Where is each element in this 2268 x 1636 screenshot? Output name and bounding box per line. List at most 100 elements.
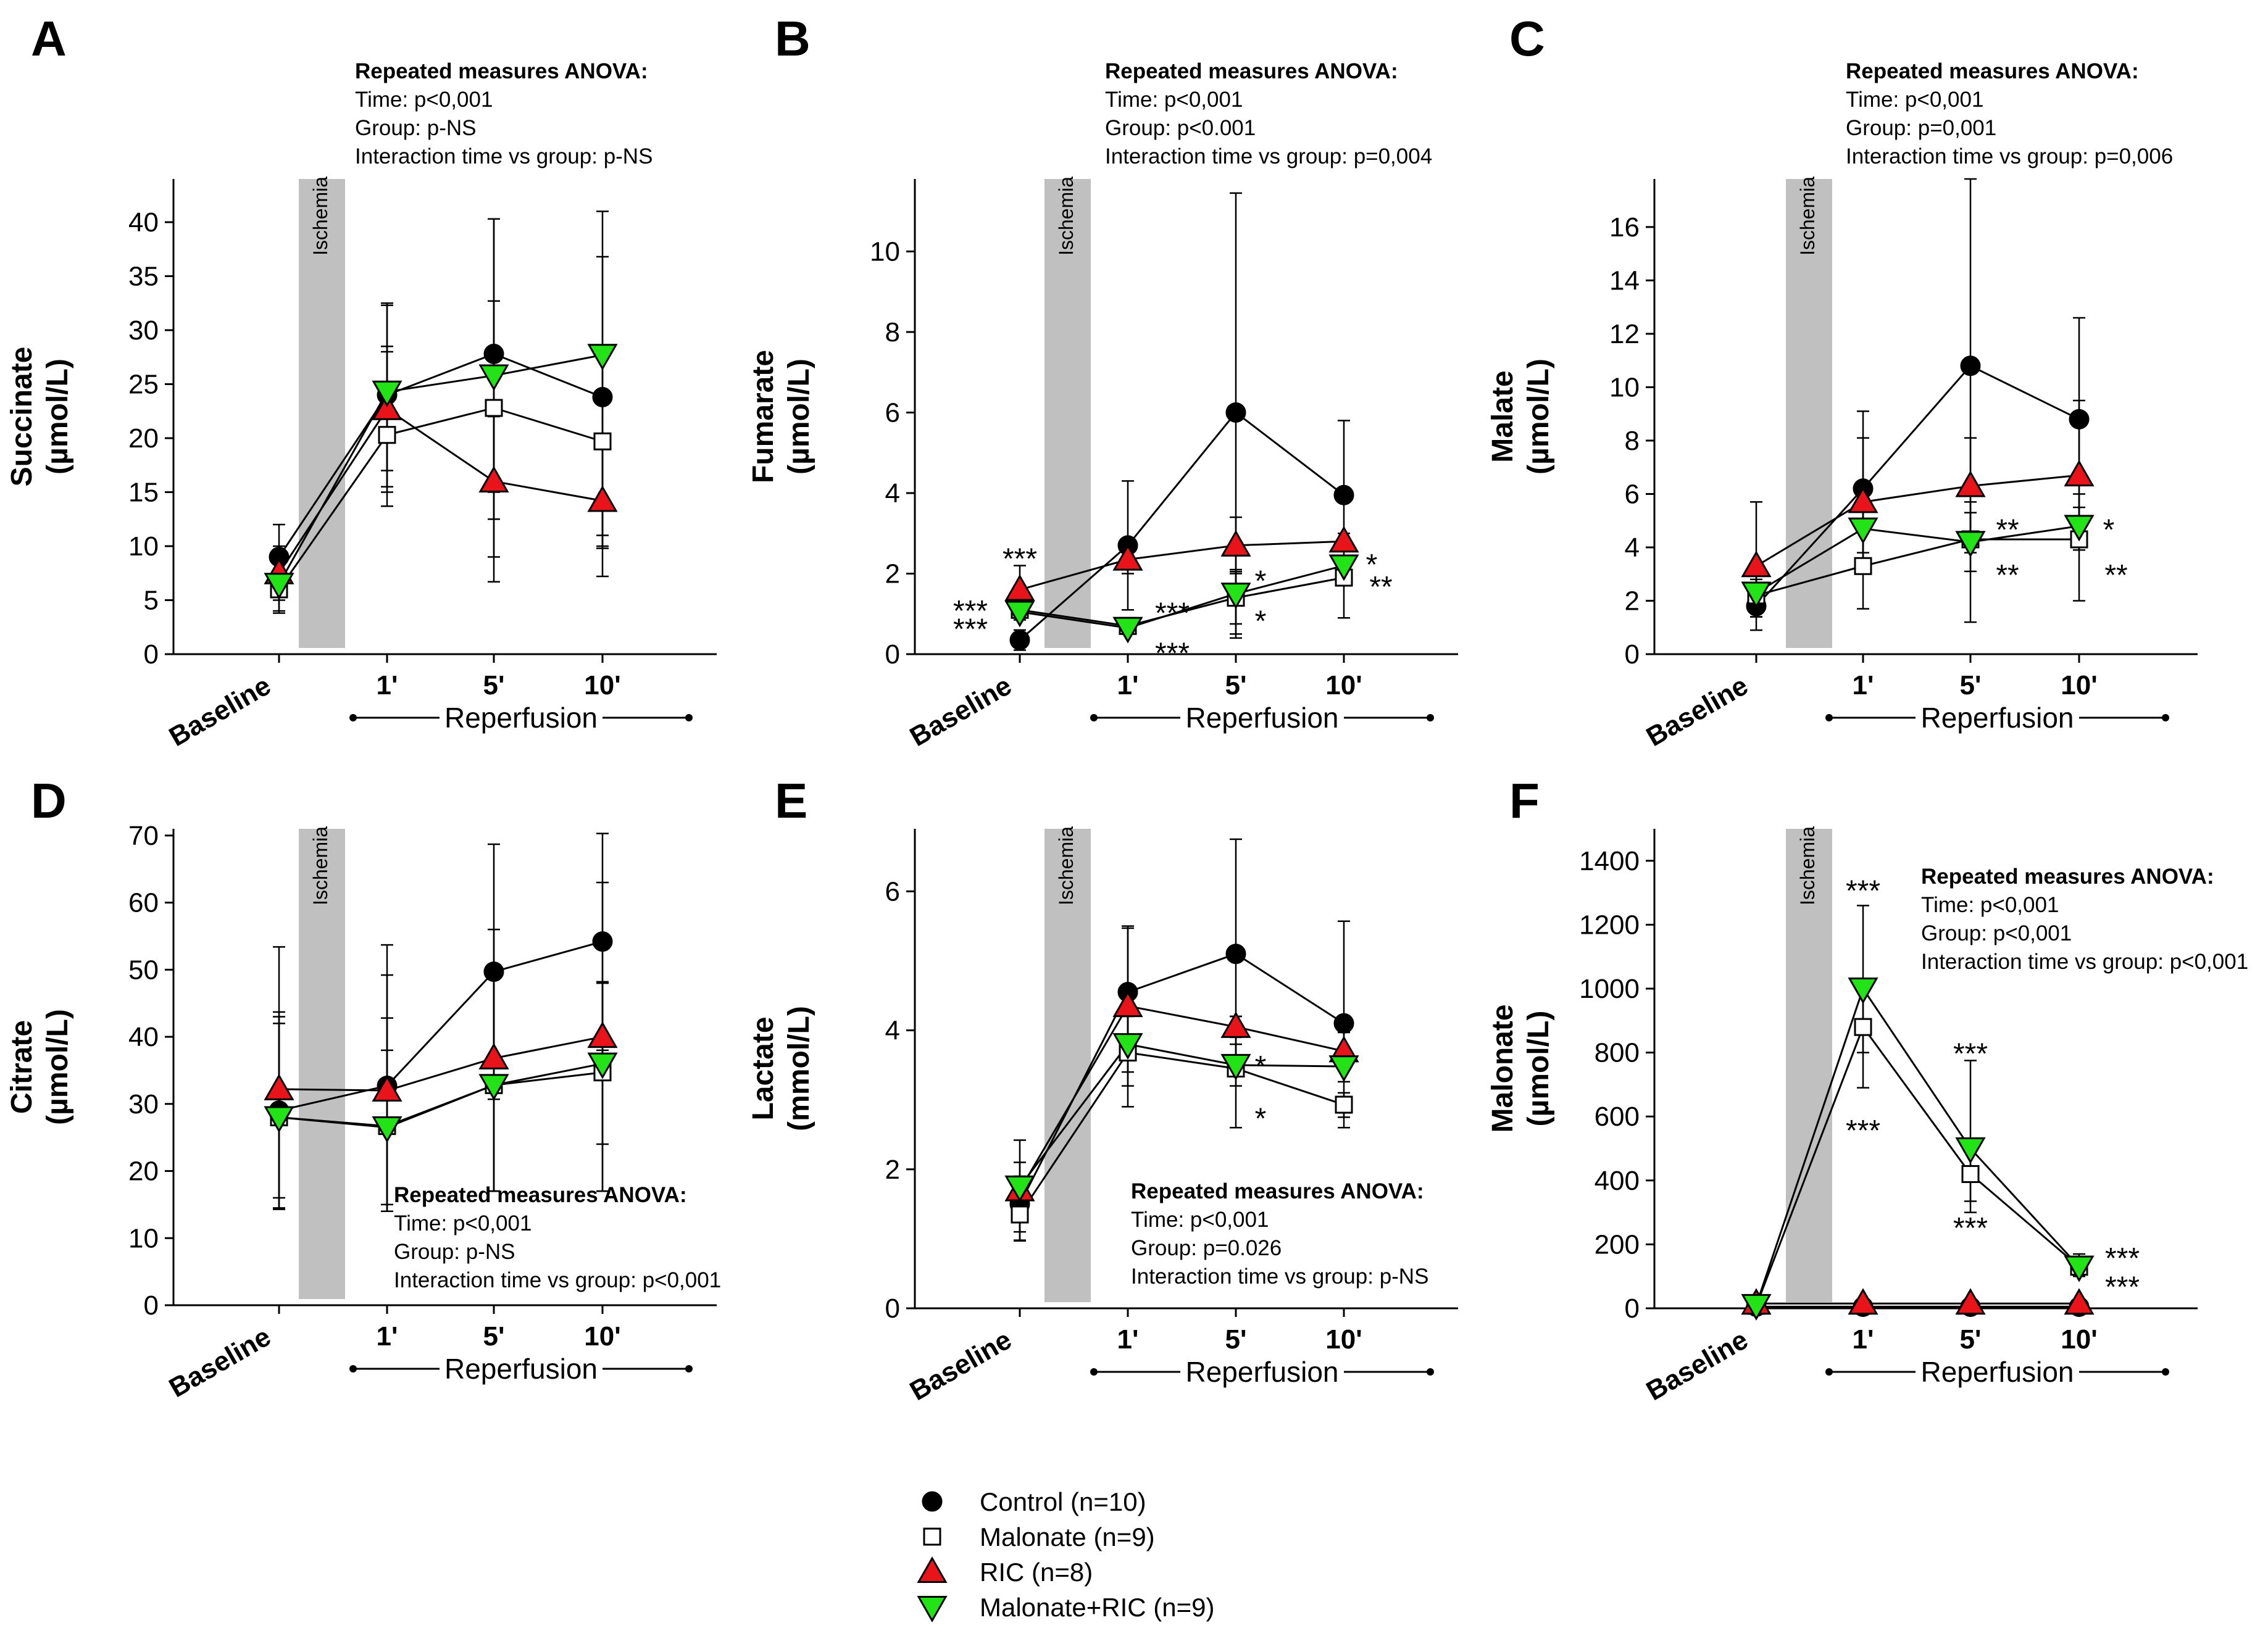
reperfusion-bracket-dot: [1427, 714, 1434, 721]
data-point-ric: [1220, 529, 1251, 557]
ischemia-label: Ischemia: [1796, 176, 1819, 255]
y-tick-label: 40: [128, 1022, 159, 1052]
x-tick-label: 1': [377, 670, 398, 700]
x-tick-label: 10': [1325, 670, 1362, 700]
data-point-control: [483, 961, 504, 982]
data-point-malonate: [593, 432, 612, 451]
series-line: [1756, 474, 2080, 567]
anova-line: Group: p-NS: [394, 1240, 515, 1264]
data-point-malonate-ric: [264, 1106, 294, 1133]
series-line: [1019, 576, 1345, 627]
x-tick-label: 10': [584, 1321, 620, 1352]
y-tick-label: 0: [1625, 1293, 1640, 1324]
reperfusion-bracket-dot: [1825, 1368, 1833, 1376]
significance-label: *: [1255, 565, 1267, 597]
data-point-malonate-ric: [1004, 1175, 1035, 1202]
series-line: [1756, 538, 2079, 597]
y-tick-label: 15: [128, 478, 159, 508]
y-tick-label: 400: [1595, 1166, 1640, 1196]
data-point-ric: [1112, 544, 1143, 571]
anova-line: Interaction time vs group: p-NS: [355, 144, 652, 168]
ischemia-label: Ischemia: [1796, 826, 1819, 905]
y-tick-label: 1200: [1579, 910, 1640, 940]
data-point-control: [1333, 1013, 1354, 1034]
y-tick-label: 50: [128, 955, 159, 985]
x-tick-label: Baseline: [1641, 670, 1753, 752]
series-line: [1019, 540, 1345, 591]
data-point-malonate-ric: [1328, 1055, 1359, 1082]
legend-marker-ric: [917, 1556, 948, 1583]
ischemia-label: Ischemia: [1055, 176, 1077, 255]
significance-label: **: [2104, 559, 2127, 592]
data-point-ric: [1848, 1288, 1878, 1315]
anova-line: Time: p<0,001: [394, 1211, 532, 1235]
y-tick-label: 5: [144, 586, 159, 616]
data-point-ric: [372, 393, 402, 420]
ischemia-band: [1044, 829, 1091, 1302]
significance-label: *: [1255, 1102, 1267, 1135]
reperfusion-bracket-dot: [2162, 714, 2169, 721]
significance-label: *: [1255, 1050, 1267, 1083]
x-tick-label: 5': [483, 1321, 505, 1352]
data-point-control: [1333, 484, 1354, 505]
panel-f: F Ischemia 0 200 400 600 800 1000 1200 1400 Baseli…: [1486, 773, 2248, 1406]
y-tick-label: 0: [1625, 639, 1640, 670]
anova-line: Interaction time vs group: p-NS: [1131, 1264, 1428, 1289]
panel-letter: D: [31, 773, 67, 828]
data-point-malonate-ric: [478, 364, 509, 391]
x-tick-label: 5': [483, 670, 505, 700]
y-tick-label: 4: [1625, 533, 1640, 563]
x-tick-label: Baseline: [164, 1321, 276, 1403]
significance-label: *: [1366, 549, 1378, 581]
series-line: [278, 1063, 603, 1129]
reperfusion-bracket-dot: [685, 1365, 693, 1372]
panel-e: E Ischemia 0 2 4 6 Baseline 1' 5' 10'Reperfusion L…: [747, 773, 1458, 1406]
series-line: [1019, 1043, 1345, 1187]
data-point-malonate-ric: [1112, 617, 1143, 644]
ischemia-band: [1786, 829, 1832, 1302]
x-tick-label: 10': [1325, 1324, 1362, 1355]
anova-title: Repeated measures ANOVA:: [1921, 865, 2214, 889]
anova-title: Repeated measures ANOVA:: [1105, 59, 1398, 83]
data-point-ric: [1848, 486, 1878, 513]
y-axis-label: Malonate (µmol/L): [1486, 1004, 1555, 1132]
panel-b: B Ischemia 0 2 4 6 8 10 Baseline 1' 5' 10'Reperfusi…: [747, 11, 1458, 752]
data-point-control: [1009, 629, 1030, 650]
series-line: [278, 354, 603, 584]
data-point-control: [483, 344, 504, 364]
data-point-malonate-ric: [1848, 517, 1878, 544]
anova-line: Interaction time vs group: p<0,001: [1921, 950, 2248, 974]
y-tick-label: 35: [128, 262, 159, 292]
data-point-control: [1960, 355, 1981, 376]
y-tick-label: 2: [885, 558, 900, 589]
legend-label: Malonate (n=9): [980, 1522, 1155, 1551]
data-point-ric: [587, 485, 618, 512]
significance-label: ***: [1953, 1038, 1988, 1071]
data-point-malonate-ric: [1955, 531, 1986, 558]
y-axis-label: Fumarate (µmol/L): [747, 350, 815, 483]
anova-line: Group: p<0,001: [1921, 921, 2072, 945]
legend: Control (n=10) Malonate (n=9) RIC (n=8) Mal…: [917, 1487, 1215, 1623]
anova-line: Time: p<0,001: [1846, 88, 1983, 112]
ischemia-label: Ischemia: [309, 826, 331, 905]
y-tick-label: 0: [144, 639, 159, 670]
x-tick-label: 1': [1117, 1324, 1139, 1355]
anova-line: Time: p<0,001: [1921, 893, 2059, 917]
data-point-control: [1225, 402, 1246, 423]
ischemia-label: Ischemia: [1055, 826, 1077, 905]
series-line: [278, 352, 603, 558]
reperfusion-bracket-dot: [1825, 714, 1833, 721]
series-line: [278, 407, 603, 590]
x-tick-label: 5': [1225, 670, 1247, 700]
data-point-malonate: [1961, 1165, 1980, 1183]
significance-label: ***: [1846, 874, 1880, 907]
data-point-ric: [1955, 470, 1986, 497]
x-tick-label: 5': [1225, 1324, 1247, 1355]
y-tick-label: 30: [128, 315, 159, 346]
data-point-ric: [2064, 1288, 2095, 1315]
data-point-ric: [1741, 550, 1772, 578]
significance-label: **: [1996, 514, 2019, 547]
x-tick-label: 1': [1117, 670, 1139, 700]
x-tick-label: 10': [2061, 1324, 2097, 1355]
anova-line: Time: p<0,001: [355, 88, 493, 112]
